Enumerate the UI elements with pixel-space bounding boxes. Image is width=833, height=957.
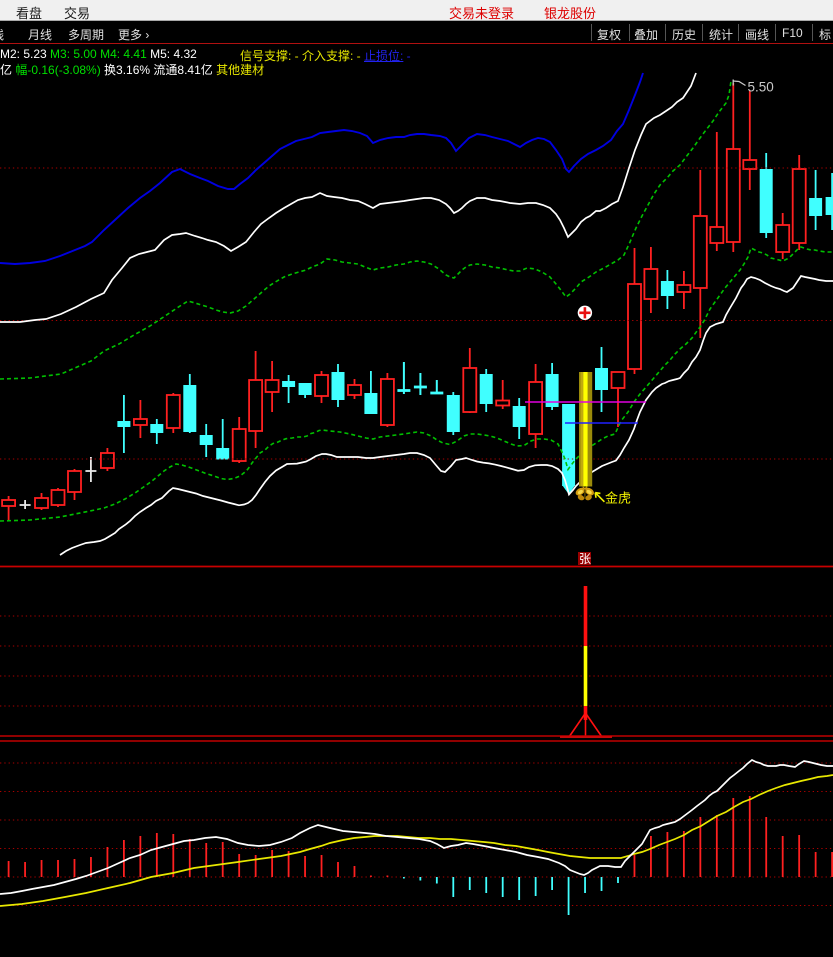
svg-text:张: 张 <box>579 552 591 566</box>
svg-text:5.50: 5.50 <box>748 80 774 95</box>
svg-text:金虎: 金虎 <box>605 491 631 506</box>
